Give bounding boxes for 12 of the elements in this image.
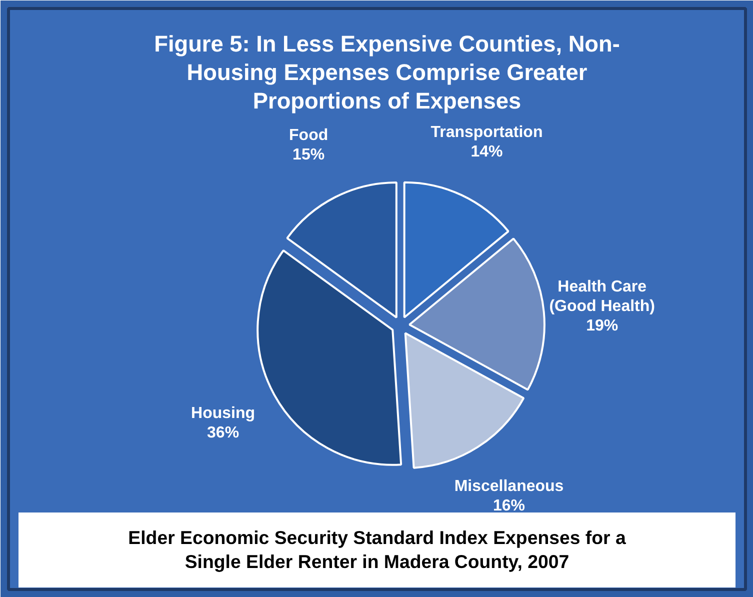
data-label: 14%: [470, 144, 503, 161]
slice-label: Health Care (Good Health): [549, 278, 655, 315]
data-label: 19%: [586, 317, 618, 334]
slice-label: Transportation: [430, 124, 543, 141]
data-label: 36%: [207, 424, 240, 442]
chart-title: Figure 5: In Less Expensive Counties, Non-Housing Expenses Comprise Greater Proportions of Expenses: [154, 30, 620, 114]
slice-label: Housing: [191, 404, 256, 422]
text: Elder Economic Security Standard Index Expenses for a Single Elder Renter in Madera County, 2007: [128, 526, 626, 572]
data-label: 15%: [292, 146, 325, 164]
slice-label: Miscellaneous: [454, 478, 564, 496]
slice-label: Food: [289, 126, 328, 144]
data-label: 16%: [492, 498, 526, 515]
